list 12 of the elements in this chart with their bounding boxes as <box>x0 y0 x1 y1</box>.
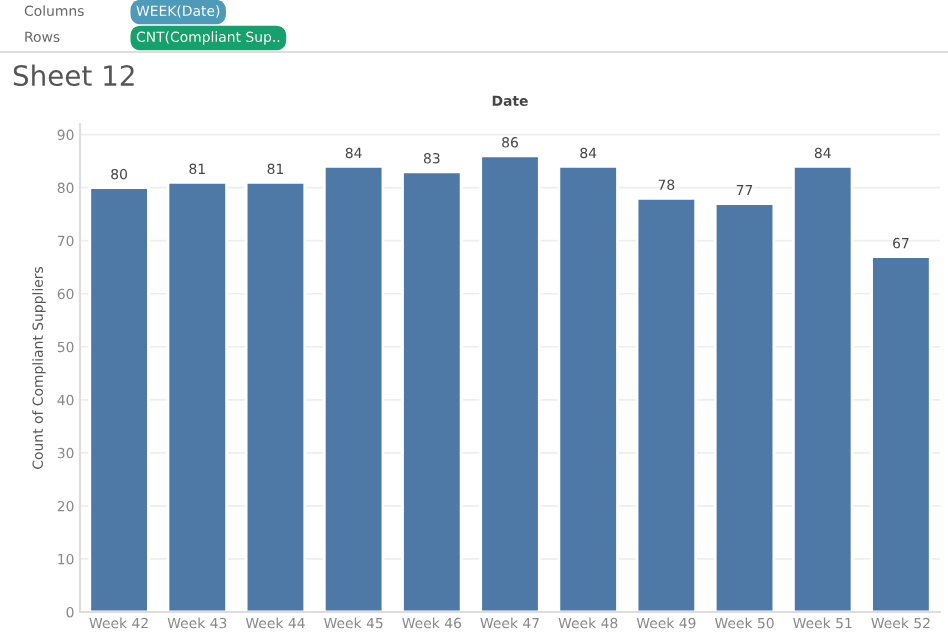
bar <box>870 255 932 612</box>
bar <box>792 165 854 612</box>
bar <box>88 186 150 612</box>
bar <box>401 170 463 612</box>
bar <box>322 165 385 612</box>
bar <box>557 165 619 612</box>
bar <box>479 154 541 612</box>
bar <box>166 180 228 612</box>
chart-title: Sheet 12 <box>13 64 134 87</box>
bar <box>713 202 776 612</box>
bar <box>635 196 698 612</box>
bar <box>244 180 307 612</box>
